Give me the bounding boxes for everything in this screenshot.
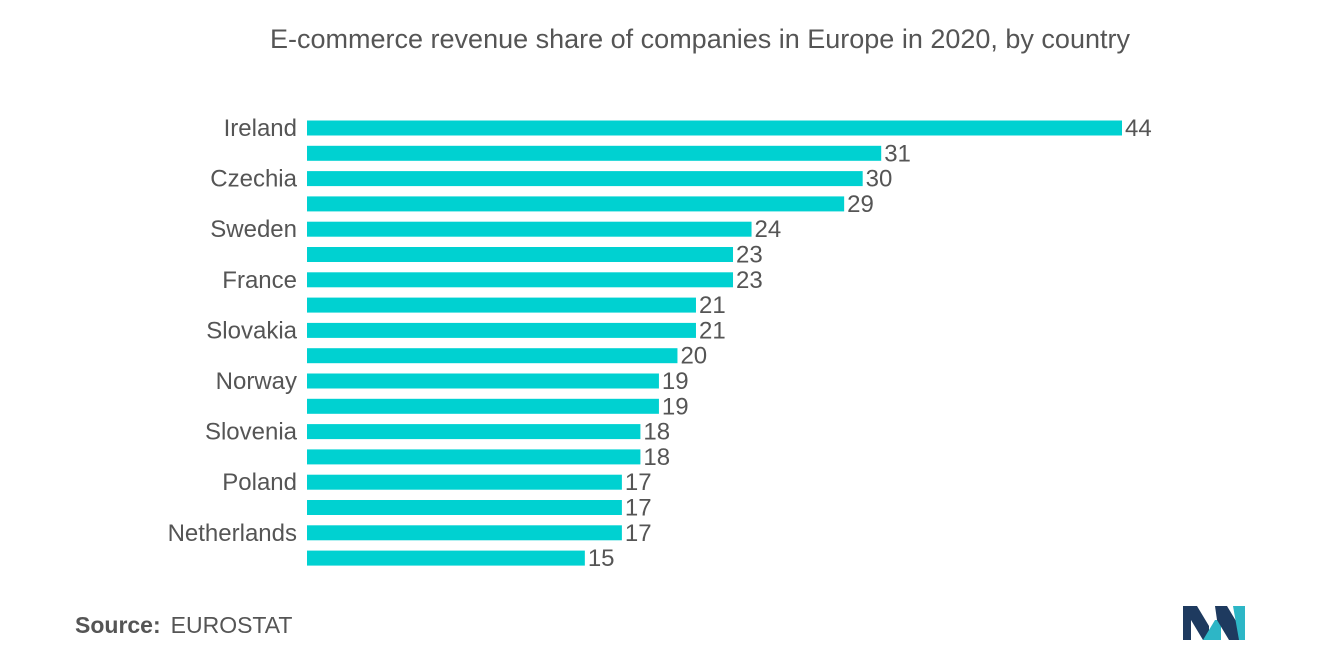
bar-value-label: 17 — [625, 520, 652, 547]
bar — [307, 449, 641, 465]
bar — [307, 145, 882, 161]
bar-value-label: 21 — [699, 292, 726, 319]
category-label: Czechia — [210, 166, 297, 193]
bar-value-label: 18 — [643, 419, 670, 446]
category-label: France — [222, 267, 297, 294]
bar-value-label: 17 — [625, 495, 652, 522]
category-label: Ireland — [224, 115, 297, 142]
bar-value-label: 15 — [588, 545, 615, 572]
bar — [307, 297, 696, 313]
bar — [307, 322, 696, 338]
bar-value-label: 19 — [662, 393, 689, 420]
bar-value-label: 44 — [1125, 115, 1152, 142]
bar — [307, 398, 659, 414]
bar-value-label: 31 — [884, 140, 911, 167]
bar-value-label: 29 — [847, 191, 874, 218]
brand-logo-icon — [1183, 606, 1245, 640]
source-note: Source: EUROSTAT — [75, 612, 292, 639]
bar — [307, 272, 734, 288]
bar-value-label: 23 — [736, 242, 763, 269]
category-label: Norway — [216, 368, 297, 395]
category-label: Slovenia — [205, 419, 298, 446]
bar-value-label: 30 — [866, 166, 893, 193]
bar-value-label: 24 — [755, 216, 782, 243]
category-label: Sweden — [210, 216, 297, 243]
source-label: Source: — [75, 612, 161, 638]
bar-value-label: 19 — [662, 368, 689, 395]
bar — [307, 171, 863, 187]
bar — [307, 474, 622, 490]
bar-value-label: 18 — [643, 444, 670, 471]
category-label: Netherlands — [168, 520, 297, 547]
bar — [307, 424, 641, 440]
bar — [307, 247, 734, 262]
chart-title: E-commerce revenue share of companies in… — [270, 24, 1130, 54]
bar — [307, 550, 585, 566]
bar — [307, 120, 1122, 136]
bar — [307, 221, 752, 237]
bar-value-label: 20 — [680, 343, 707, 370]
bar-value-label: 23 — [736, 267, 763, 294]
bar — [307, 348, 678, 364]
bar — [307, 525, 622, 541]
bar — [307, 500, 622, 515]
category-label: Poland — [222, 469, 297, 496]
source-value: EUROSTAT — [170, 612, 293, 638]
bar — [307, 196, 845, 212]
bar-value-label: 17 — [625, 469, 652, 496]
bar — [307, 373, 659, 389]
category-label: Slovakia — [206, 317, 297, 344]
bar-value-label: 21 — [699, 317, 726, 344]
